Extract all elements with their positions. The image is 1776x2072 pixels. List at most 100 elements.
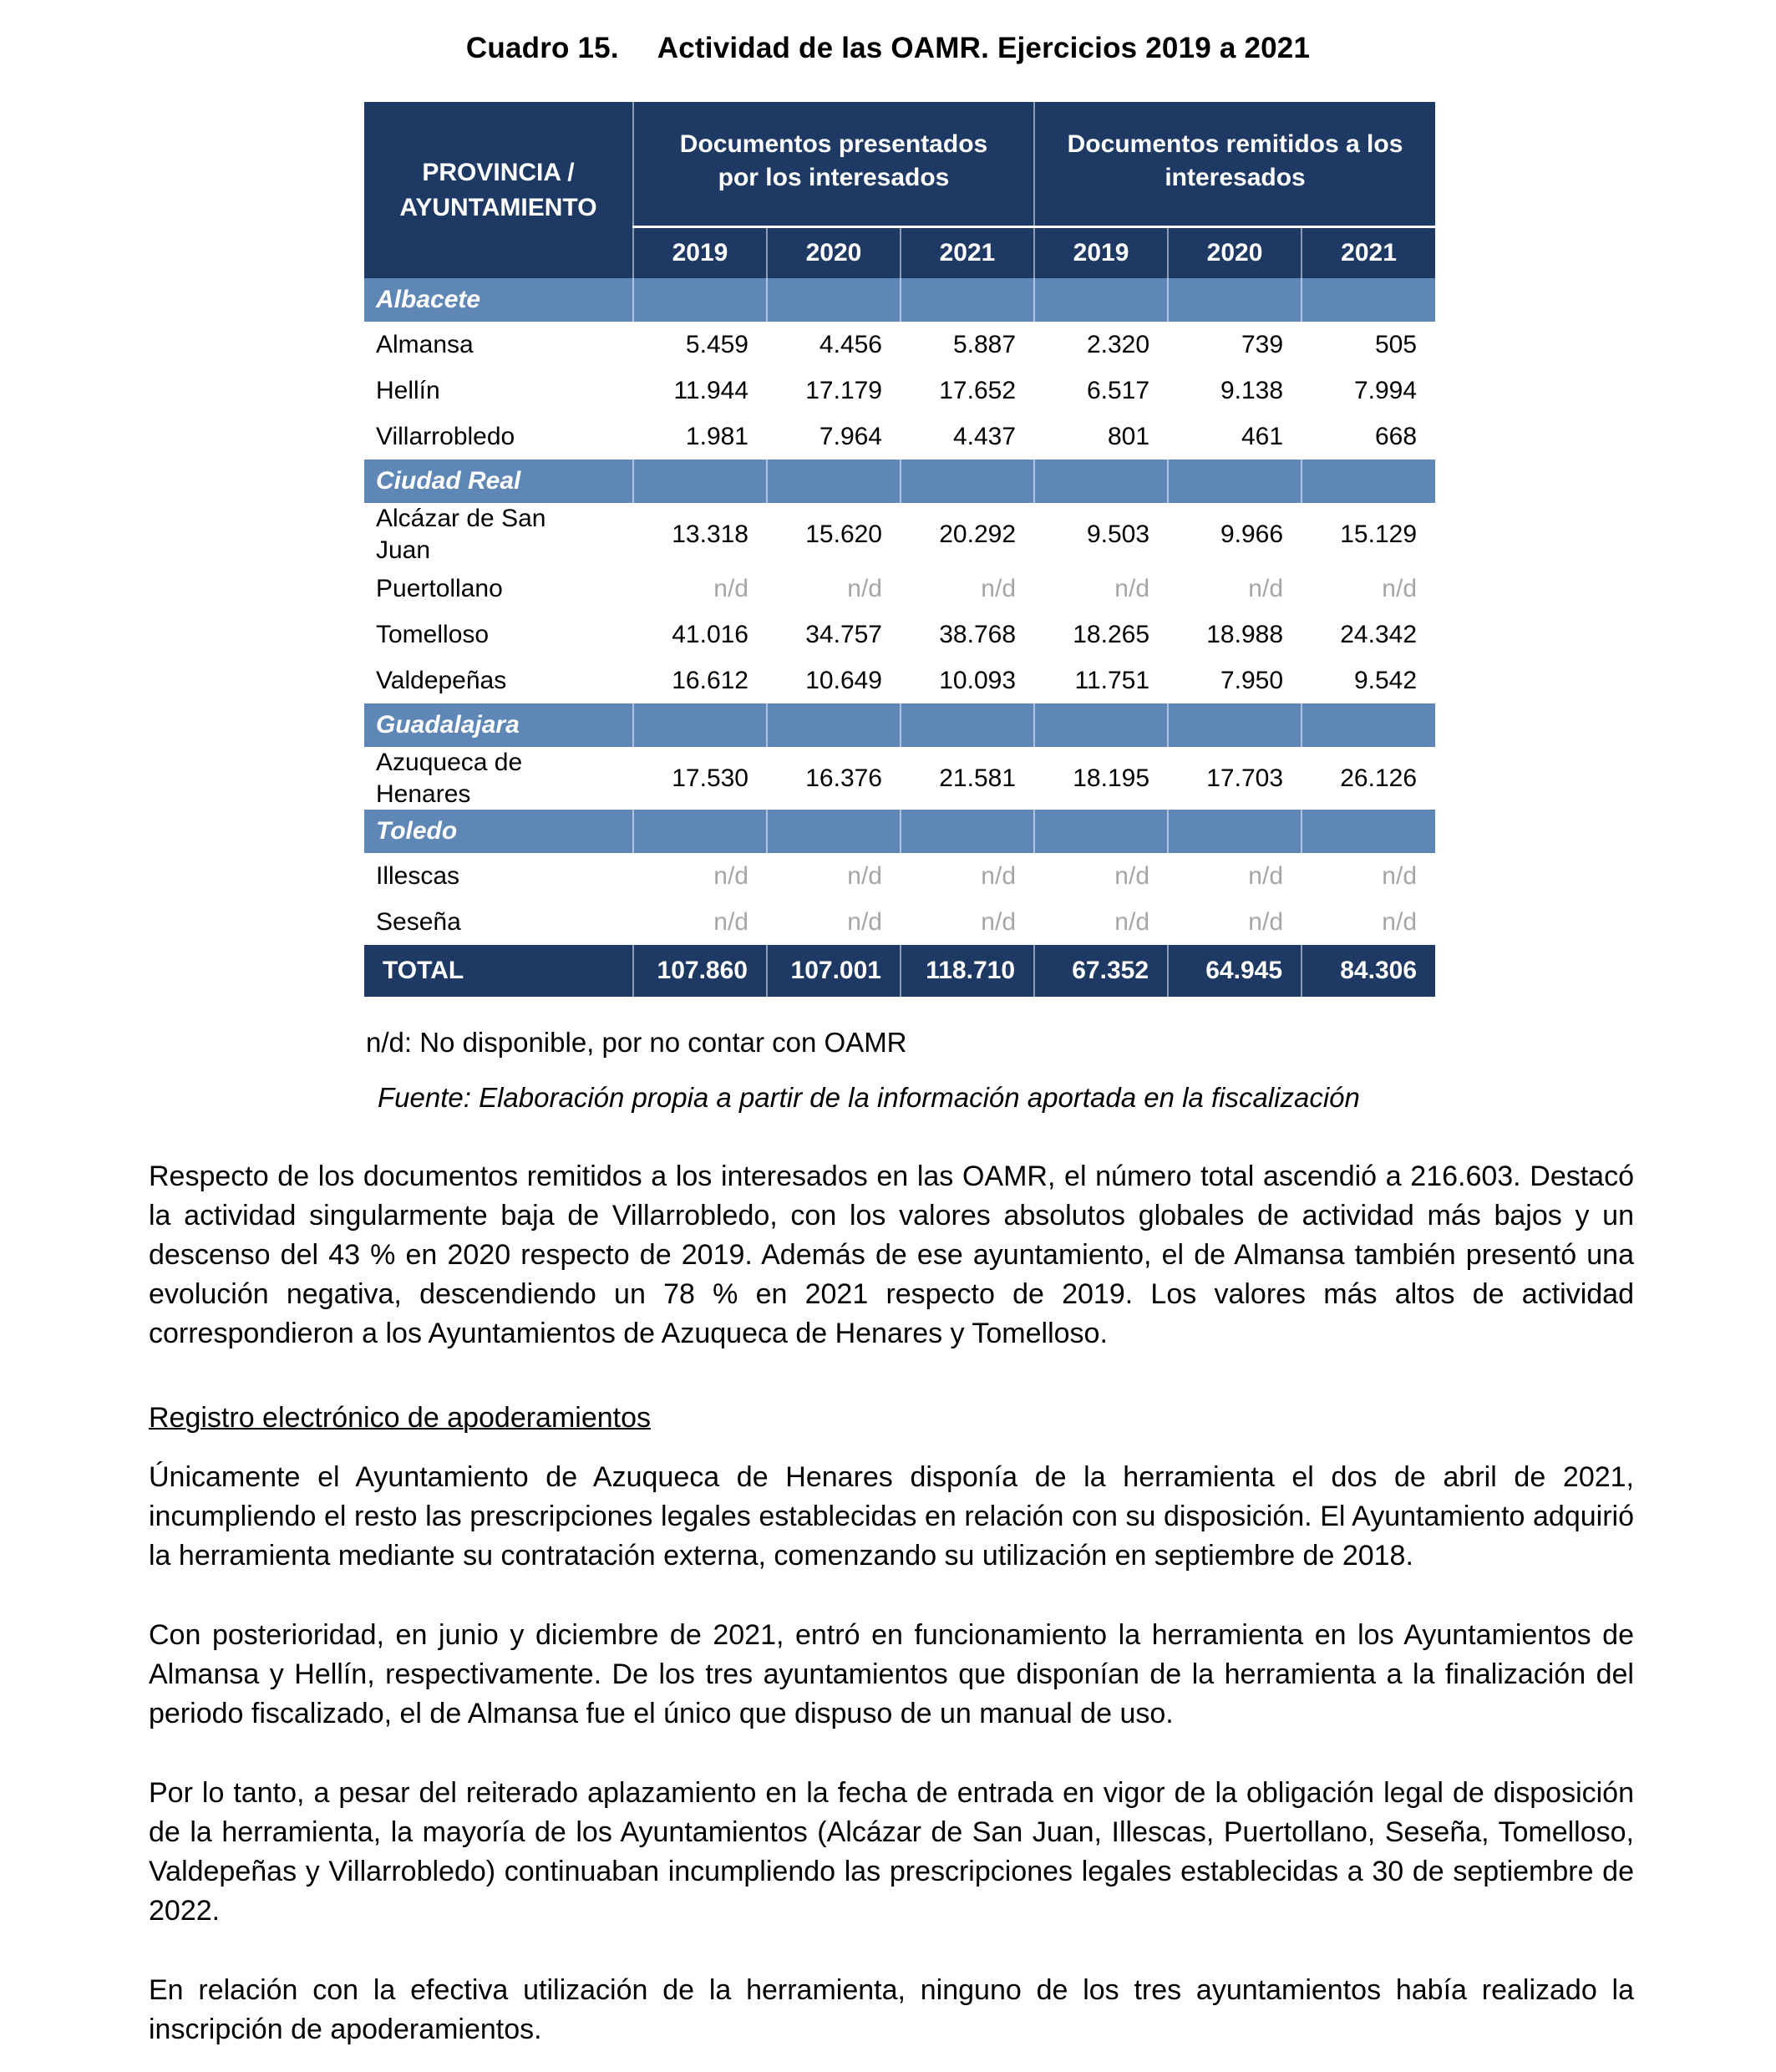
municipality-label: Illescas xyxy=(364,853,633,899)
province-section-cell xyxy=(1301,703,1436,747)
value-cell: n/d xyxy=(1168,899,1302,945)
municipality-label: Valdepeñas xyxy=(364,658,633,703)
value-cell: n/d xyxy=(767,566,901,612)
province-section-cell xyxy=(632,703,767,747)
oamr-activity-table-wrap: PROVINCIA / AYUNTAMIENTO Documentos pres… xyxy=(364,102,1436,997)
province-section-row: Guadalajara xyxy=(364,703,1436,747)
table-row: Illescas n/d n/d n/d n/d n/d n/d xyxy=(364,853,1436,899)
value-cell: n/d xyxy=(633,566,767,612)
value-cell: 18.988 xyxy=(1168,612,1302,658)
value-cell: 2.320 xyxy=(1034,322,1169,368)
table-row: Alcázar de San Juan 13.318 15.620 20.292 9.5… xyxy=(364,503,1436,566)
province-section-cell xyxy=(899,460,1035,503)
municipality-label: Tomelloso xyxy=(364,612,633,658)
total-value-cell: 107.860 xyxy=(632,945,767,997)
province-section-label: Ciudad Real xyxy=(364,460,633,503)
province-section-label: Guadalajara xyxy=(364,703,633,747)
province-section-label: Albacete xyxy=(364,278,633,322)
province-section-cell xyxy=(632,810,767,853)
value-cell: 739 xyxy=(1168,322,1302,368)
year-header: 2021 xyxy=(1301,226,1436,278)
value-cell: n/d xyxy=(1034,899,1169,945)
province-section-cell xyxy=(632,278,767,322)
value-cell: n/d xyxy=(1034,853,1169,899)
table-row: Hellín 11.944 17.179 17.652 6.517 9.138 7.994 xyxy=(364,368,1436,414)
year-header: 2020 xyxy=(1167,226,1302,278)
province-section-cell xyxy=(1033,278,1169,322)
value-cell: n/d xyxy=(1168,566,1302,612)
value-cell: 17.530 xyxy=(633,747,767,810)
value-cell: n/d xyxy=(901,853,1035,899)
value-cell: 18.265 xyxy=(1034,612,1169,658)
total-label: TOTAL xyxy=(364,945,633,997)
total-value-cell: 118.710 xyxy=(899,945,1035,997)
value-cell: 17.652 xyxy=(901,368,1035,414)
value-cell: n/d xyxy=(633,899,767,945)
province-section-row: Albacete xyxy=(364,278,1436,322)
year-header: 2019 xyxy=(1033,226,1169,278)
value-cell: n/d xyxy=(767,899,901,945)
province-section-cell xyxy=(766,703,901,747)
province-section-cell xyxy=(766,460,901,503)
table-row: Villarrobledo 1.981 7.964 4.437 801 461 668 xyxy=(364,414,1436,460)
year-header: 2019 xyxy=(632,226,767,278)
value-cell: 9.966 xyxy=(1168,503,1302,566)
table-title-text: Actividad de las OAMR. Ejercicios 2019 a… xyxy=(657,32,1311,64)
total-row: TOTAL 107.860 107.001 118.710 67.352 64.945 84… xyxy=(364,945,1436,997)
value-cell: 10.093 xyxy=(901,658,1035,703)
value-cell: 18.195 xyxy=(1034,747,1169,810)
province-section-cell xyxy=(899,703,1035,747)
group-header-row: PROVINCIA / AYUNTAMIENTO Documentos pres… xyxy=(364,102,1436,278)
value-cell: 7.964 xyxy=(767,414,901,460)
value-cell: 16.376 xyxy=(767,747,901,810)
table-body: Albacete Almansa 5.459 4.456 5.887 2.320 739 50… xyxy=(364,278,1436,997)
province-section-label: Toledo xyxy=(364,810,633,853)
paragraph-azuqueca-herramienta: Únicamente el Ayuntamiento de Azuqueca d… xyxy=(149,1461,1634,1572)
col-header-provincia-ayuntamiento: PROVINCIA / AYUNTAMIENTO xyxy=(364,102,633,278)
value-cell: 10.649 xyxy=(767,658,901,703)
section-heading-registro-electronico: Registro electrónico de apoderamientos xyxy=(149,1402,652,1434)
municipality-label: Seseña xyxy=(364,899,633,945)
value-cell: 11.944 xyxy=(633,368,767,414)
value-cell: 13.318 xyxy=(633,503,767,566)
value-cell: 16.612 xyxy=(633,658,767,703)
value-cell: 5.459 xyxy=(633,322,767,368)
total-value-cell: 67.352 xyxy=(1033,945,1169,997)
province-section-cell xyxy=(766,278,901,322)
province-section-cell xyxy=(899,278,1035,322)
value-cell: 9.503 xyxy=(1034,503,1169,566)
value-cell: n/d xyxy=(633,853,767,899)
value-cell: 11.751 xyxy=(1034,658,1169,703)
value-cell: 4.437 xyxy=(901,414,1035,460)
value-cell: 17.179 xyxy=(767,368,901,414)
total-value-cell: 84.306 xyxy=(1301,945,1436,997)
province-section-cell xyxy=(1301,278,1436,322)
table-row: Almansa 5.459 4.456 5.887 2.320 739 505 xyxy=(364,322,1436,368)
value-cell: 20.292 xyxy=(901,503,1035,566)
municipality-label: Almansa xyxy=(364,322,633,368)
col-group-documentos-presentados: Documentos presentados por los interesad… xyxy=(632,102,1035,228)
value-cell: 461 xyxy=(1168,414,1302,460)
table-title: Cuadro 15. Actividad de las OAMR. Ejercic… xyxy=(0,32,1776,65)
total-value-cell: 107.001 xyxy=(766,945,901,997)
value-cell: 668 xyxy=(1302,414,1436,460)
province-section-cell xyxy=(1167,703,1302,747)
value-cell: 41.016 xyxy=(633,612,767,658)
paragraph-utilizacion-herramienta: En relación con la efectiva utilización … xyxy=(149,1974,1634,2045)
province-section-cell xyxy=(1033,703,1169,747)
municipality-label: Hellín xyxy=(364,368,633,414)
value-cell: 7.950 xyxy=(1168,658,1302,703)
province-section-cell xyxy=(632,460,767,503)
value-cell: n/d xyxy=(767,853,901,899)
province-section-cell xyxy=(1033,810,1169,853)
value-cell: 4.456 xyxy=(767,322,901,368)
source-note: Fuente: Elaboración propia a partir de l… xyxy=(378,1082,1360,1113)
province-section-cell xyxy=(899,810,1035,853)
value-cell: n/d xyxy=(901,899,1035,945)
year-header: 2020 xyxy=(766,226,901,278)
value-cell: 21.581 xyxy=(901,747,1035,810)
table-row: Puertollano n/d n/d n/d n/d n/d n/d xyxy=(364,566,1436,612)
value-cell: 17.703 xyxy=(1168,747,1302,810)
value-cell: 505 xyxy=(1302,322,1436,368)
